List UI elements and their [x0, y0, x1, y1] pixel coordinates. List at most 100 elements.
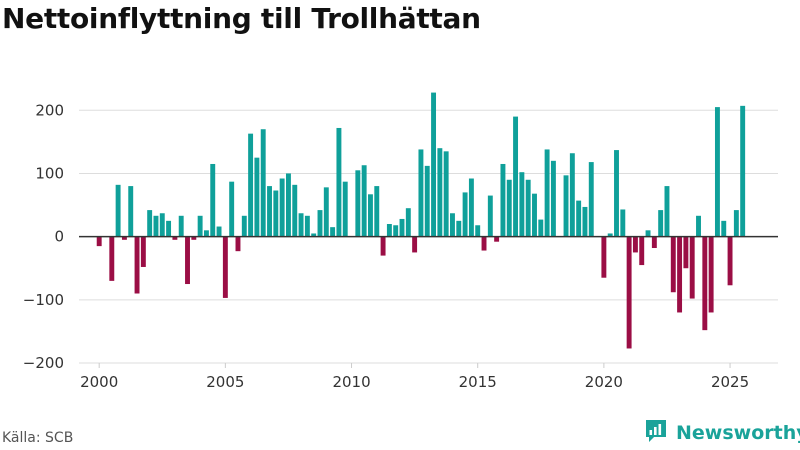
bar: [374, 186, 380, 237]
bar: [683, 236, 689, 269]
bar: [645, 230, 651, 237]
bar: [418, 149, 424, 237]
bar: [437, 148, 443, 237]
bar: [620, 209, 626, 237]
bar: [386, 224, 392, 237]
bar: [582, 206, 588, 237]
bar: [431, 92, 437, 237]
chart-title: Nettoinflyttning till Trollhättan: [2, 2, 481, 35]
bar: [229, 181, 235, 237]
bar: [254, 157, 260, 237]
newsworthy-logo-icon: [644, 418, 668, 448]
x-axis: 2000 2005 2010 2015 2020 2025: [80, 363, 749, 391]
x-tick-label: 2015: [459, 373, 497, 391]
bar: [159, 213, 165, 237]
bar: [538, 219, 544, 237]
x-tick-label: 2005: [206, 373, 244, 391]
bar: [260, 129, 266, 237]
bar: [450, 213, 455, 237]
bar: [412, 236, 418, 253]
bar: [721, 220, 727, 237]
bar: [140, 236, 146, 267]
bar: [210, 163, 216, 237]
bar: [109, 236, 115, 281]
bar: [216, 226, 222, 237]
bar: [456, 220, 462, 237]
bar: [494, 236, 500, 242]
bar: [323, 187, 329, 237]
bar: [462, 192, 468, 237]
bar: [96, 236, 102, 247]
bar: [689, 236, 695, 299]
x-tick-label: 2010: [332, 373, 370, 391]
source-note: Källa: SCB: [2, 430, 74, 446]
bar: [588, 162, 594, 237]
bar: [639, 236, 645, 266]
bar: [664, 186, 670, 237]
bar: [279, 178, 285, 237]
bar: [273, 190, 279, 237]
bar: [361, 165, 367, 237]
bar: [128, 186, 134, 237]
bar: [203, 230, 209, 237]
y-tick-label: 100: [35, 164, 64, 182]
bar: [248, 133, 254, 237]
bar: [380, 236, 386, 256]
bar: [393, 225, 399, 237]
bar: [298, 213, 304, 237]
bar: [241, 215, 247, 237]
bar: [733, 210, 739, 237]
bar: [475, 225, 481, 237]
bar: [468, 178, 474, 237]
brand-name: Newsworthy: [676, 422, 800, 444]
y-tick-label: 0: [54, 228, 64, 246]
bar: [487, 195, 493, 237]
bar: [399, 218, 405, 237]
y-axis: −200 −100 0 100 200: [23, 101, 64, 372]
brand-logo[interactable]: Newsworthy: [644, 418, 800, 448]
bar: [740, 105, 746, 237]
bar: [121, 236, 127, 240]
bar: [702, 236, 708, 331]
bar: [576, 200, 582, 237]
bar: [714, 107, 720, 237]
x-tick-label: 2025: [711, 373, 749, 391]
bar: [311, 233, 317, 237]
bar: [147, 210, 153, 237]
bar: [191, 236, 197, 240]
bar: [304, 215, 310, 237]
y-tick-label: 200: [35, 101, 64, 119]
bar: [405, 208, 411, 237]
bar: [222, 236, 228, 298]
bar: [506, 179, 512, 237]
bar: [267, 186, 272, 237]
bar: [336, 127, 342, 237]
bar: [601, 236, 607, 278]
bar: [368, 194, 373, 237]
bar: [115, 184, 121, 237]
bar: [544, 149, 550, 237]
x-tick-label: 2020: [585, 373, 623, 391]
bar: [355, 170, 361, 237]
bar: [727, 236, 733, 286]
bar: [513, 116, 519, 237]
bar: [532, 193, 537, 237]
bar: [235, 236, 241, 252]
bar: [696, 215, 701, 237]
bar: [342, 181, 348, 237]
bar: [670, 236, 676, 293]
bar: [563, 175, 569, 237]
y-tick-label: −200: [23, 354, 64, 372]
bar: [500, 163, 506, 237]
bar: [651, 236, 657, 249]
bar: [626, 236, 632, 349]
bar: [153, 215, 159, 237]
bar: [632, 236, 638, 253]
bar: [166, 220, 172, 237]
bar: [525, 179, 531, 237]
bar: [330, 227, 336, 237]
bars: [96, 92, 746, 349]
bar: [424, 165, 430, 237]
bar: [607, 233, 613, 237]
